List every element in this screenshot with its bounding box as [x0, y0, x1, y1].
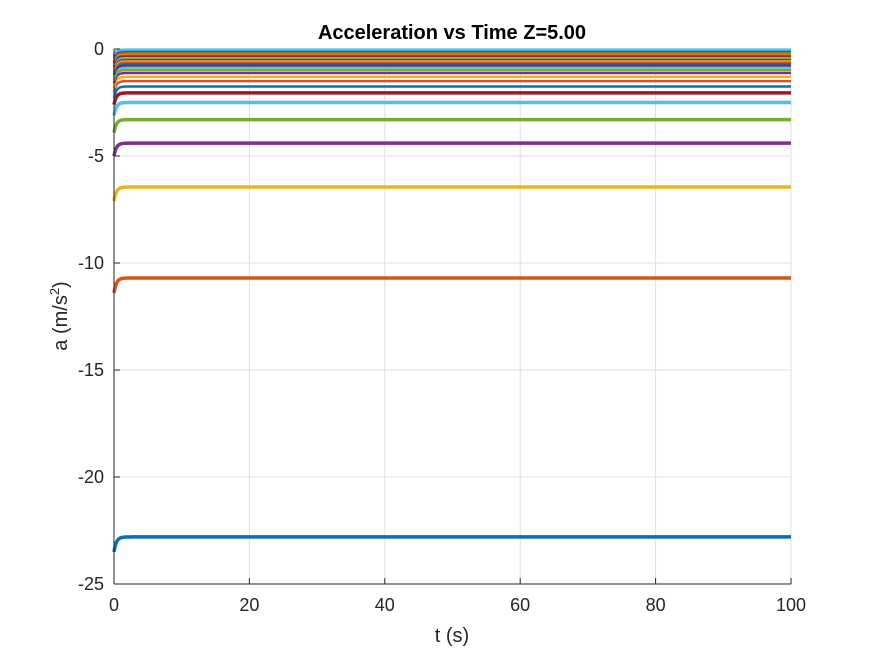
y-tick-label: -5	[88, 146, 104, 166]
axis-layer	[113, 49, 791, 585]
y-tick-label: -25	[78, 574, 104, 594]
y-axis-label: a (m/s2)	[47, 281, 72, 350]
series-line-13	[112, 66, 791, 78]
y-tick-label: 0	[94, 39, 104, 59]
series-line-16	[112, 60, 791, 71]
y-axis-label-main: a (m/s	[50, 295, 72, 351]
series-line-9	[112, 79, 791, 93]
series-line-18	[112, 57, 791, 68]
grid-layer	[113, 48, 792, 585]
series-line-15	[112, 62, 791, 73]
chart-title: Acceleration vs Time Z=5.00	[318, 22, 586, 44]
series-line-2	[112, 276, 791, 294]
x-tick-label: 40	[375, 595, 395, 615]
series-line-12	[112, 68, 791, 81]
series-line-29	[112, 48, 791, 55]
series-line-1	[112, 535, 791, 553]
series-line-5	[112, 117, 791, 133]
series-layer	[112, 48, 791, 553]
series-line-8	[112, 85, 791, 99]
series-line-11	[112, 71, 791, 84]
x-tick-label: 0	[109, 595, 119, 615]
y-axis-label-superscript: 2	[47, 288, 62, 295]
y-tick-label: -20	[78, 467, 104, 487]
x-tick-label: 60	[510, 595, 530, 615]
series-line-6	[112, 100, 791, 116]
x-axis-label: t (s)	[435, 625, 469, 647]
series-line-17	[112, 59, 791, 70]
y-tick-label: -15	[78, 360, 104, 380]
y-tick-label: -10	[78, 253, 104, 273]
series-line-14	[112, 64, 791, 76]
series-line-4	[112, 141, 791, 157]
series-line-3	[112, 185, 791, 202]
tick-layer: 0 20 40 60 80 100 -25 -20 -15 -10 -5 0	[78, 39, 806, 615]
x-tick-label: 20	[239, 595, 259, 615]
y-axis-label-close: )	[50, 281, 72, 288]
plot-area	[114, 49, 791, 584]
x-tick-label: 80	[646, 595, 666, 615]
series-line-7	[112, 91, 791, 106]
x-tick-label: 100	[776, 595, 806, 615]
series-line-10	[112, 75, 791, 88]
